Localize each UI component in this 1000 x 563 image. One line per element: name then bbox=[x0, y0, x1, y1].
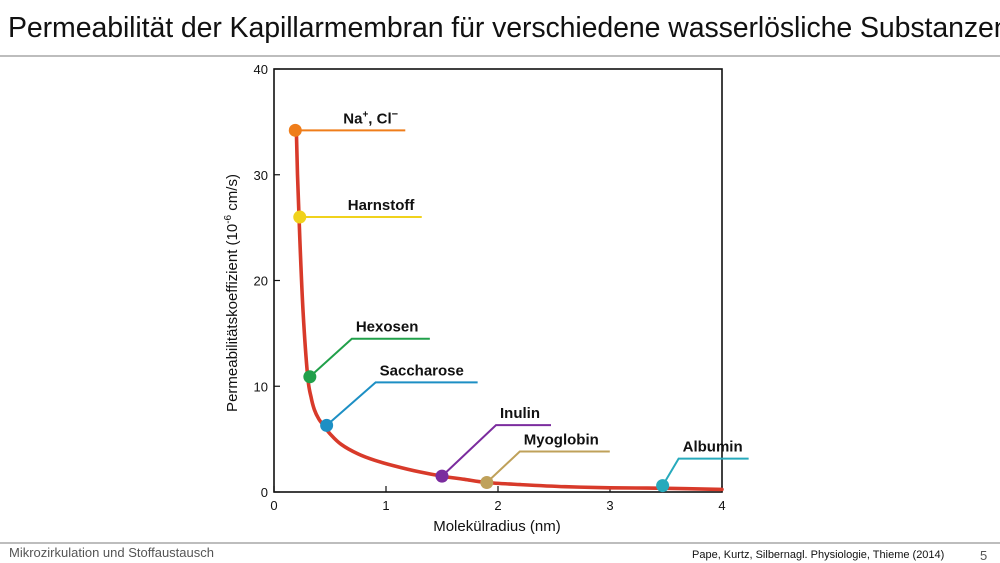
substance-label: Harnstoff bbox=[348, 197, 416, 214]
x-tick-label: 0 bbox=[270, 498, 277, 513]
y-axis-label: Permeabilitätskoeffizient (10-6 cm/s) bbox=[223, 174, 241, 412]
leader-line bbox=[309, 337, 430, 378]
substance-marker: Albumin bbox=[656, 439, 749, 493]
substance-marker: Inulin bbox=[435, 405, 551, 483]
data-point bbox=[480, 475, 494, 489]
y-tick-label: 30 bbox=[254, 168, 268, 183]
footer-topic: Mikrozirkulation und Stoffaustausch bbox=[9, 545, 214, 560]
chart-curve-layer bbox=[294, 130, 724, 492]
x-tick-label: 2 bbox=[494, 498, 501, 513]
y-tick-label: 0 bbox=[261, 485, 268, 500]
substance-label: Inulin bbox=[500, 405, 540, 422]
substance-marker: Hexosen bbox=[303, 319, 430, 384]
data-point bbox=[656, 479, 670, 493]
slide-title: Permeabilität der Kapillarmembran für ve… bbox=[8, 12, 1000, 44]
leader-line bbox=[661, 457, 749, 487]
substance-label: Na+, Cl− bbox=[343, 108, 398, 127]
substance-label: Saccharose bbox=[380, 362, 464, 379]
x-tick-label: 4 bbox=[718, 498, 725, 513]
x-tick-label: 1 bbox=[382, 498, 389, 513]
leader-line bbox=[486, 450, 610, 484]
footer-divider bbox=[0, 542, 1000, 544]
substance-label: Albumin bbox=[683, 439, 743, 456]
data-point bbox=[435, 469, 449, 483]
x-tick-label: 3 bbox=[606, 498, 613, 513]
leader-line bbox=[325, 381, 478, 427]
data-point bbox=[320, 418, 334, 432]
permeability-curve bbox=[294, 130, 724, 492]
title-divider bbox=[0, 55, 1000, 57]
substance-marker: Harnstoff bbox=[293, 197, 422, 224]
substance-label: Hexosen bbox=[356, 319, 419, 336]
source-citation: Pape, Kurtz, Silbernagl. Physiologie, Th… bbox=[692, 549, 945, 561]
substance-label: Myoglobin bbox=[524, 431, 599, 448]
x-axis-label: Molekülradius (nm) bbox=[433, 518, 561, 535]
substance-marker: Na+, Cl− bbox=[288, 108, 406, 137]
substance-marker: Myoglobin bbox=[480, 431, 610, 489]
data-point bbox=[288, 123, 302, 137]
y-tick-label: 40 bbox=[254, 62, 268, 77]
substance-marker: Saccharose bbox=[320, 362, 478, 432]
chart-axes bbox=[273, 68, 723, 493]
y-tick-label: 10 bbox=[254, 379, 268, 394]
y-tick-label: 20 bbox=[254, 274, 268, 289]
y-axis-label-exponent: -6 bbox=[223, 214, 234, 223]
plot-frame bbox=[273, 68, 723, 493]
data-point bbox=[293, 210, 307, 224]
chart-annotations: Na+, Cl− Harnstoff Hexosen Saccharose Inulin… bbox=[288, 108, 749, 493]
leader-line bbox=[441, 424, 551, 477]
page-number: 5 bbox=[980, 548, 988, 563]
data-point bbox=[303, 370, 317, 384]
y-axis-label-main: Permeabilitätskoeffizient (10 bbox=[224, 224, 241, 412]
y-axis-label-unit: cm/s) bbox=[224, 174, 241, 215]
